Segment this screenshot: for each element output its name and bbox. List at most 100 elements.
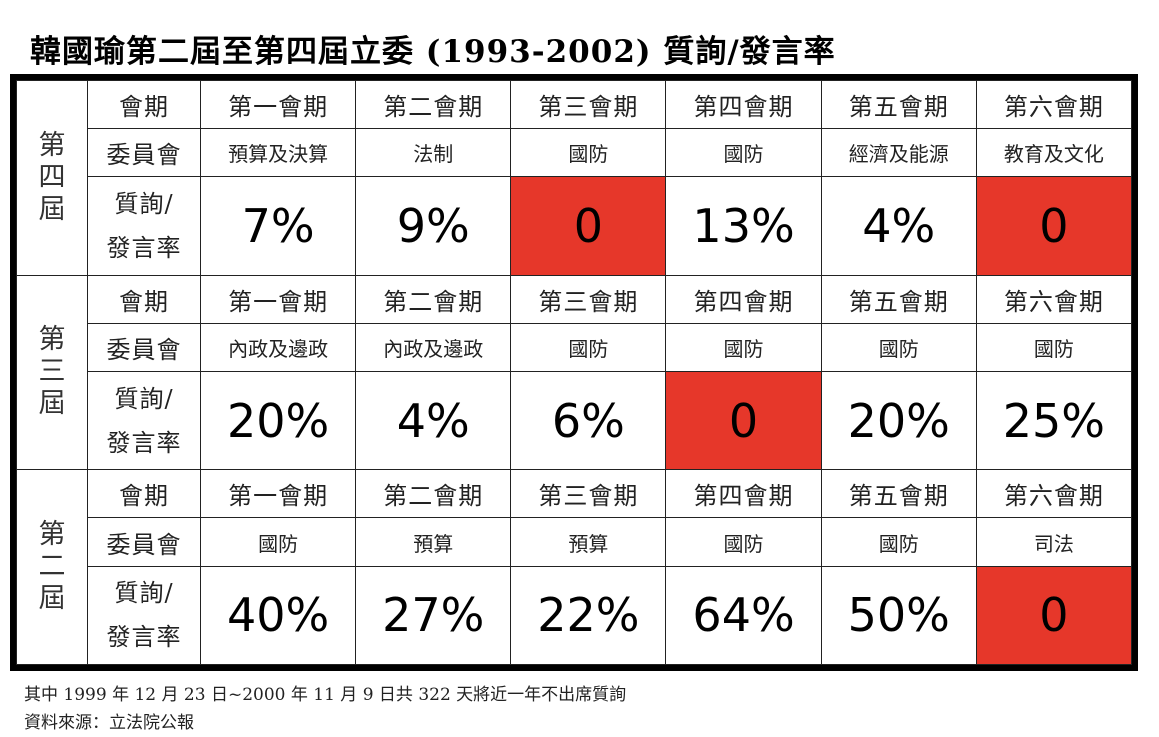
term-label: 第三屆 bbox=[16, 274, 88, 471]
rate-value: 50% bbox=[847, 588, 950, 643]
committee-label: 委員會 bbox=[87, 517, 201, 567]
rate-label: 質詢/發言率 bbox=[87, 176, 201, 276]
session-name: 第一會期 bbox=[228, 287, 329, 316]
committee-name: 國防 bbox=[878, 336, 919, 361]
session-cell: 第三會期 bbox=[510, 274, 667, 324]
session-cell: 第二會期 bbox=[355, 79, 512, 130]
attendance-table: 第四屆會期 第一會期 第二會期 第三會期 第四會期 第五會期 第六會期 委員會 預算及決算 法制國… bbox=[16, 79, 1133, 666]
term-char: 屆 bbox=[38, 193, 66, 225]
session-name: 第三會期 bbox=[538, 287, 639, 316]
rate-value: 0 bbox=[1039, 588, 1069, 643]
footnote: 其中 1999 年 12 月 23 日~2000 年 11 月 9 日共 322… bbox=[24, 685, 627, 705]
committee-name: 預算及決算 bbox=[228, 142, 329, 167]
rate-cell: 20% bbox=[820, 370, 977, 471]
session-row: 第四屆 會期 第一會期 第二會期 第三會期 第四會期 第五會期 第六會期 bbox=[16, 79, 1133, 276]
session-name: 第一會期 bbox=[228, 482, 329, 511]
session-cell: 第六會期 bbox=[975, 79, 1133, 130]
rate-label-line1: 質詢/ bbox=[114, 189, 174, 218]
session-name: 第四會期 bbox=[693, 482, 794, 511]
rate-cell: 64% bbox=[665, 565, 822, 666]
session-name: 第五會期 bbox=[848, 93, 949, 122]
committee-name: 國防 bbox=[723, 531, 764, 556]
committee-cell: 國防 bbox=[975, 322, 1133, 372]
committee-row: 委員會 國防 預算 預算 國防 國防 司法 bbox=[17, 517, 1133, 567]
rate-cell-zero: 0 bbox=[665, 370, 822, 471]
committee-name: 國防 bbox=[878, 531, 919, 556]
session-name: 第五會期 bbox=[848, 287, 949, 316]
rate-cell: 13% bbox=[665, 176, 822, 276]
committee-name: 教育及文化 bbox=[1003, 142, 1104, 167]
session-label: 會期 bbox=[87, 274, 201, 324]
session-cell: 第四會期 bbox=[665, 274, 822, 324]
session-name: 第六會期 bbox=[1003, 287, 1104, 316]
term-char: 第 bbox=[38, 324, 66, 356]
rate-cell: 9% bbox=[355, 176, 512, 276]
rate-value: 64% bbox=[692, 588, 795, 643]
rate-value: 13% bbox=[692, 198, 795, 253]
session-name: 第二會期 bbox=[383, 482, 484, 511]
committee-row: 委員會 預算及決算 法制 國防 國防 經濟及能源 教育及文化 bbox=[17, 128, 1133, 178]
term-label-text: 第二屆 bbox=[39, 519, 66, 615]
rate-value: 25% bbox=[1002, 393, 1106, 448]
session-cell: 第六會期 bbox=[975, 274, 1133, 324]
rate-cell: 6% bbox=[510, 370, 667, 471]
committee-cell: 國防 bbox=[820, 322, 977, 372]
term-char: 二 bbox=[38, 551, 66, 583]
committee-cell: 國防 bbox=[665, 128, 822, 178]
committee-name: 預算 bbox=[568, 531, 609, 556]
session-name: 第五會期 bbox=[848, 482, 949, 511]
rate-cell: 20% bbox=[199, 370, 357, 471]
rate-label-text: 質詢/發言率 bbox=[89, 182, 200, 270]
rate-value: 4% bbox=[862, 198, 936, 253]
rate-label: 質詢/發言率 bbox=[87, 565, 201, 666]
term-label: 第四屆 bbox=[16, 80, 88, 276]
rate-label-line2: 發言率 bbox=[106, 428, 182, 457]
committee-cell: 教育及文化 bbox=[975, 128, 1133, 178]
committee-cell: 法制 bbox=[355, 128, 512, 178]
rate-value: 0 bbox=[728, 393, 759, 448]
session-name: 第一會期 bbox=[228, 93, 329, 122]
committee-cell: 國防 bbox=[199, 517, 357, 567]
committee-name: 經濟及能源 bbox=[848, 142, 949, 167]
committee-cell: 國防 bbox=[665, 517, 822, 567]
rate-cell: 22% bbox=[510, 565, 667, 666]
rate-cell: 40% bbox=[199, 565, 357, 666]
term-char: 四 bbox=[38, 161, 66, 193]
term-label-text: 第四屆 bbox=[39, 130, 66, 226]
committee-cell: 國防 bbox=[510, 322, 667, 372]
session-row: 第三屆 會期 第一會期 第二會期 第三會期 第四會期 第五會期 第六會期 bbox=[16, 274, 1133, 471]
committee-label: 委員會 bbox=[87, 128, 201, 178]
committee-name: 國防 bbox=[568, 336, 609, 361]
session-label: 會期 bbox=[87, 79, 201, 130]
session-cell: 第五會期 bbox=[820, 274, 977, 324]
rate-label-line2: 發言率 bbox=[106, 233, 182, 262]
session-name: 第三會期 bbox=[538, 93, 639, 122]
session-cell: 第一會期 bbox=[199, 274, 357, 324]
committee-name: 國防 bbox=[568, 142, 609, 167]
committee-row: 委員會 內政及邊政 內政及邊政 國防 國防 國防 國防 bbox=[17, 322, 1133, 372]
term-char: 三 bbox=[38, 356, 66, 388]
rate-value: 9% bbox=[396, 198, 470, 253]
term-char: 第 bbox=[38, 129, 66, 161]
committee-name: 內政及邊政 bbox=[383, 336, 484, 361]
rate-value: 7% bbox=[241, 198, 315, 253]
attendance-table-frame: 第四屆會期 第一會期 第二會期 第三會期 第四會期 第五會期 第六會期 委員會 預算及決算 法制國… bbox=[10, 74, 1138, 671]
session-cell: 第三會期 bbox=[510, 469, 667, 519]
session-name: 第四會期 bbox=[693, 287, 794, 316]
rate-cell: 7% bbox=[199, 176, 357, 276]
session-label-text: 會期 bbox=[119, 287, 169, 316]
rate-value: 6% bbox=[551, 393, 625, 448]
committee-cell: 司法 bbox=[975, 517, 1133, 567]
term-char: 屆 bbox=[38, 388, 66, 420]
session-cell: 第一會期 bbox=[199, 469, 357, 519]
rate-cell-zero: 0 bbox=[975, 176, 1133, 276]
term-char: 第 bbox=[38, 519, 66, 551]
committee-cell: 國防 bbox=[820, 517, 977, 567]
session-name: 第二會期 bbox=[383, 287, 484, 316]
rate-cell: 25% bbox=[975, 370, 1133, 471]
committee-name: 法制 bbox=[413, 142, 454, 167]
rate-row: 質詢/發言率 7% 9% 0 13% 4% 0 bbox=[17, 176, 1133, 276]
session-cell: 第四會期 bbox=[665, 79, 822, 130]
session-cell: 第二會期 bbox=[355, 469, 512, 519]
session-cell: 第六會期 bbox=[975, 469, 1133, 519]
